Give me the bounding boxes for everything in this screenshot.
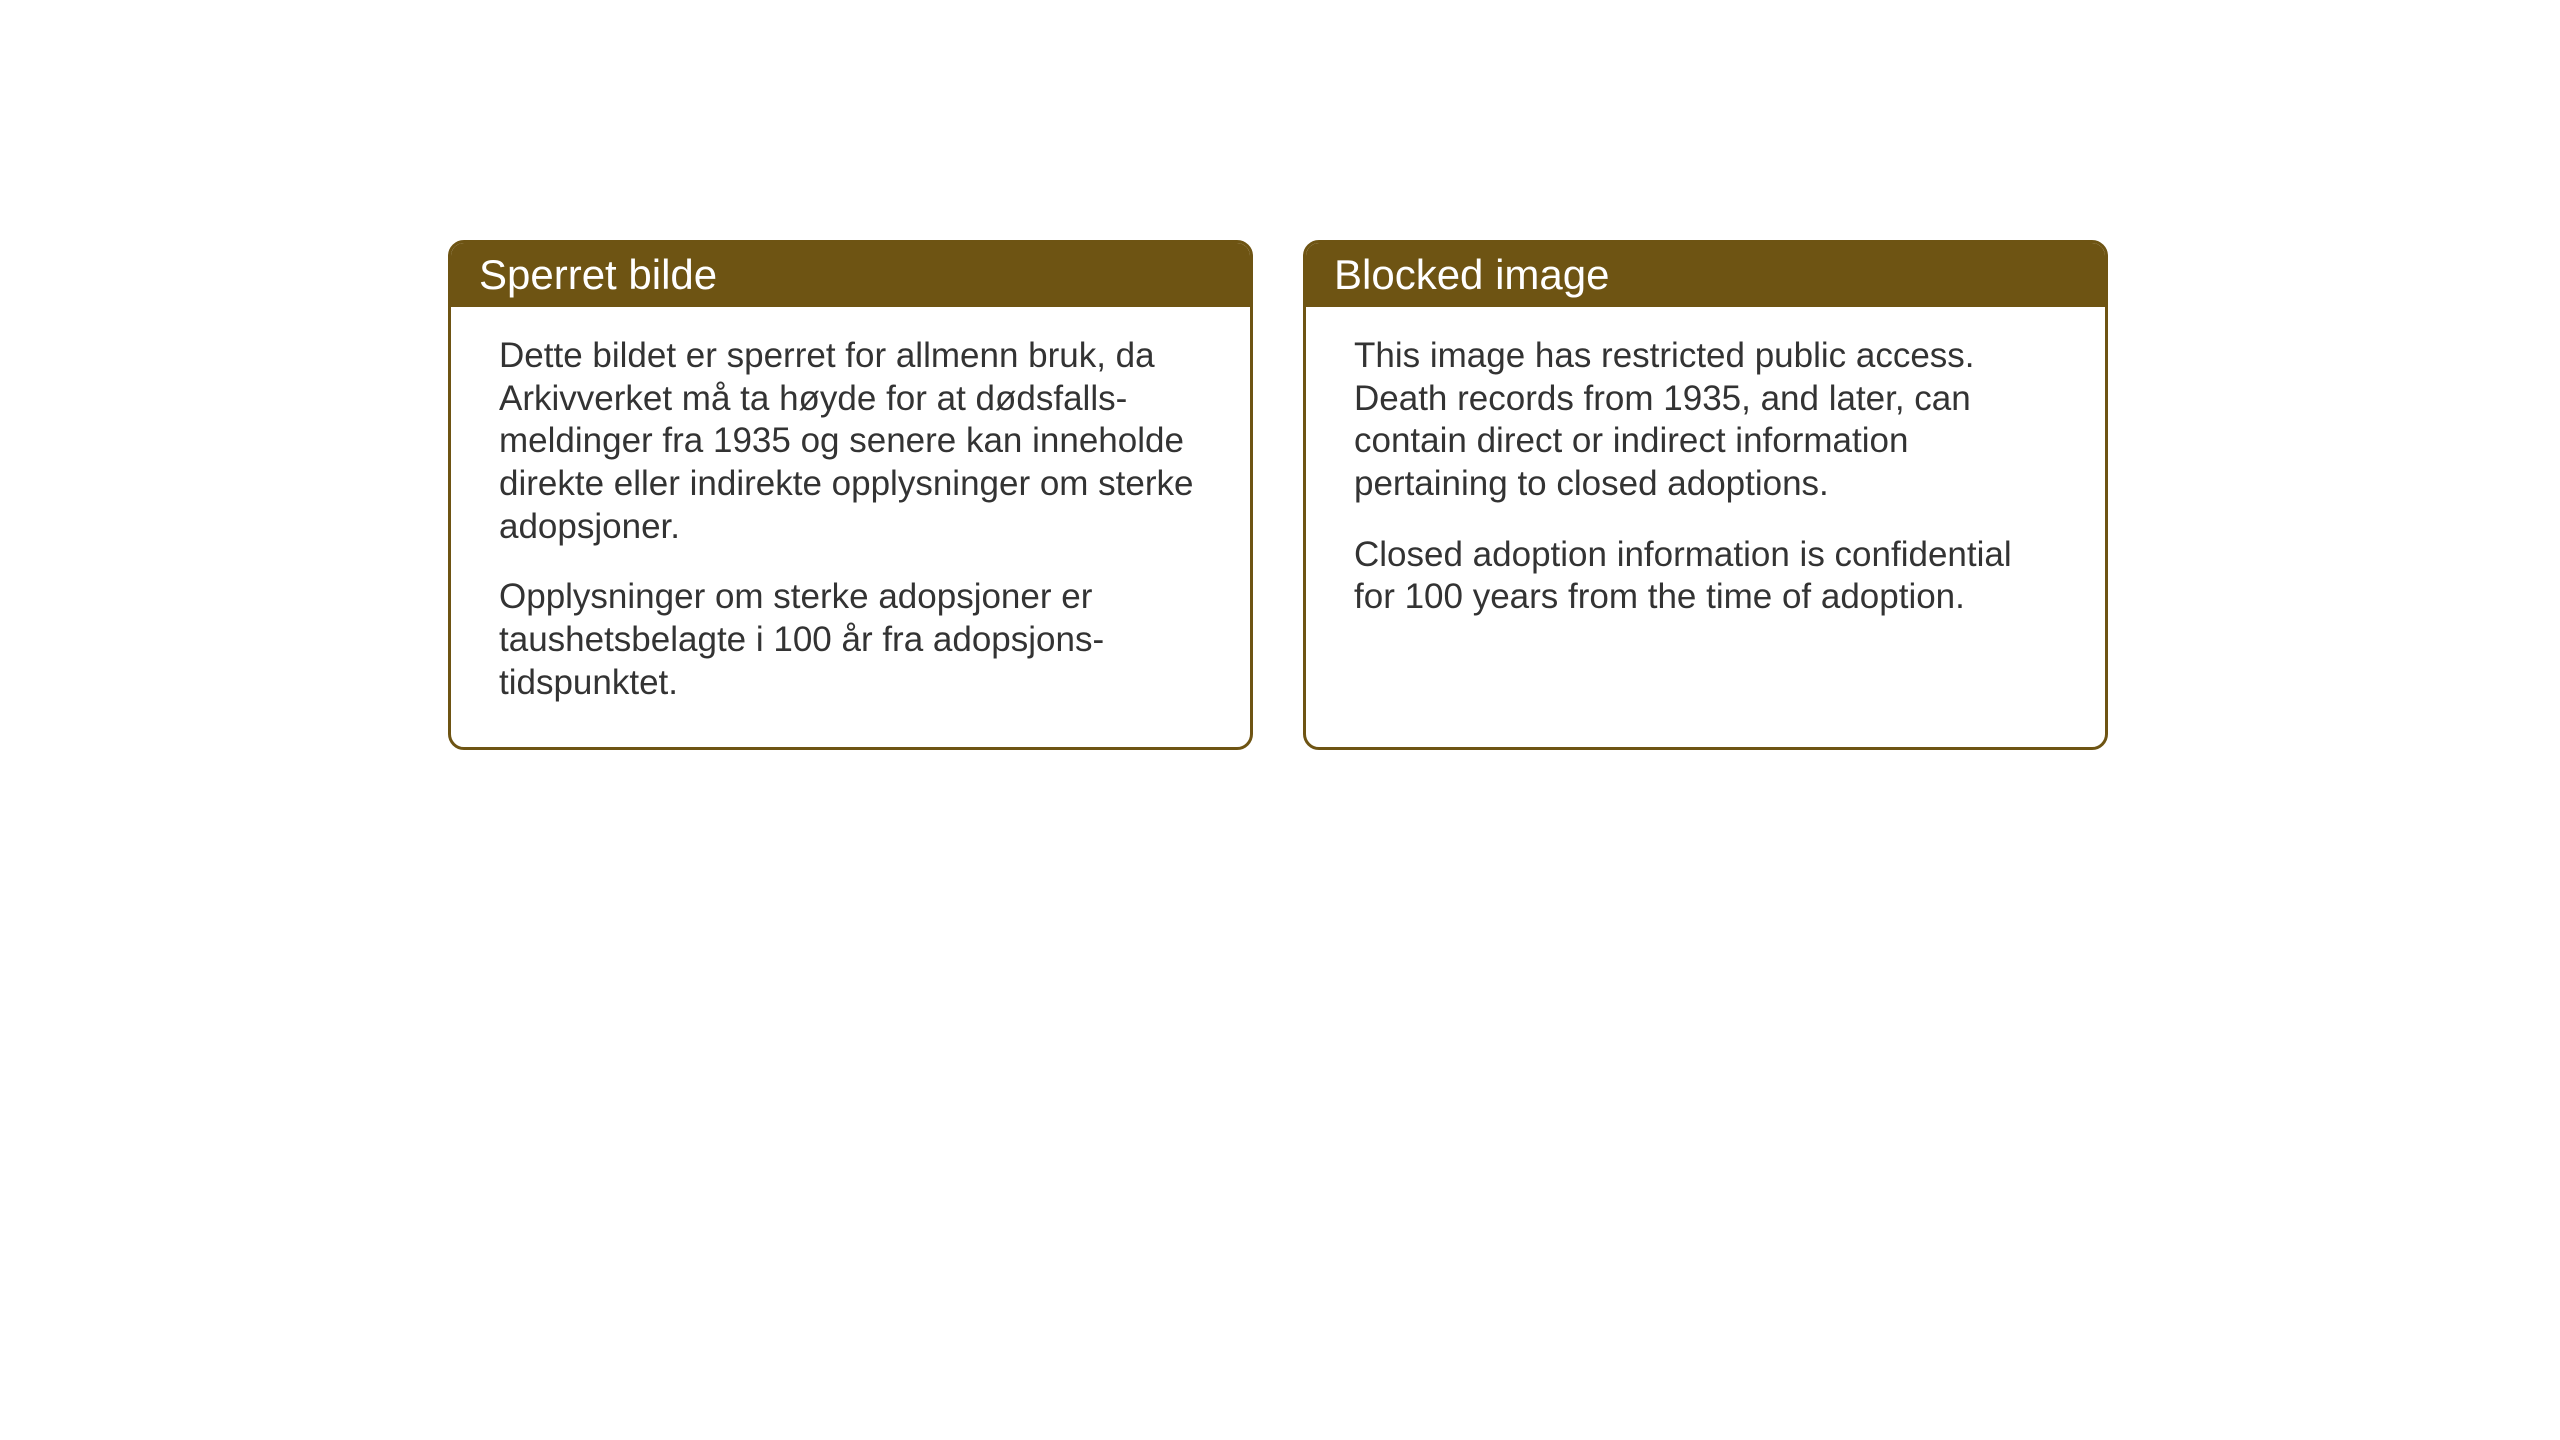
card-norwegian-paragraph-1: Dette bildet er sperret for allmenn bruk…	[499, 335, 1202, 548]
card-english-header: Blocked image	[1306, 243, 2105, 307]
card-english-body: This image has restricted public access.…	[1306, 307, 2105, 657]
card-english-paragraph-2: Closed adoption information is confident…	[1354, 534, 2057, 619]
card-english-title: Blocked image	[1334, 251, 1609, 298]
card-norwegian-title: Sperret bilde	[479, 251, 717, 298]
card-norwegian-paragraph-2: Opplysninger om sterke adopsjoner er tau…	[499, 576, 1202, 704]
cards-container: Sperret bilde Dette bildet er sperret fo…	[448, 240, 2108, 750]
card-norwegian-body: Dette bildet er sperret for allmenn bruk…	[451, 307, 1250, 743]
card-english-paragraph-1: This image has restricted public access.…	[1354, 335, 2057, 506]
card-norwegian-header: Sperret bilde	[451, 243, 1250, 307]
card-english: Blocked image This image has restricted …	[1303, 240, 2108, 750]
card-norwegian: Sperret bilde Dette bildet er sperret fo…	[448, 240, 1253, 750]
